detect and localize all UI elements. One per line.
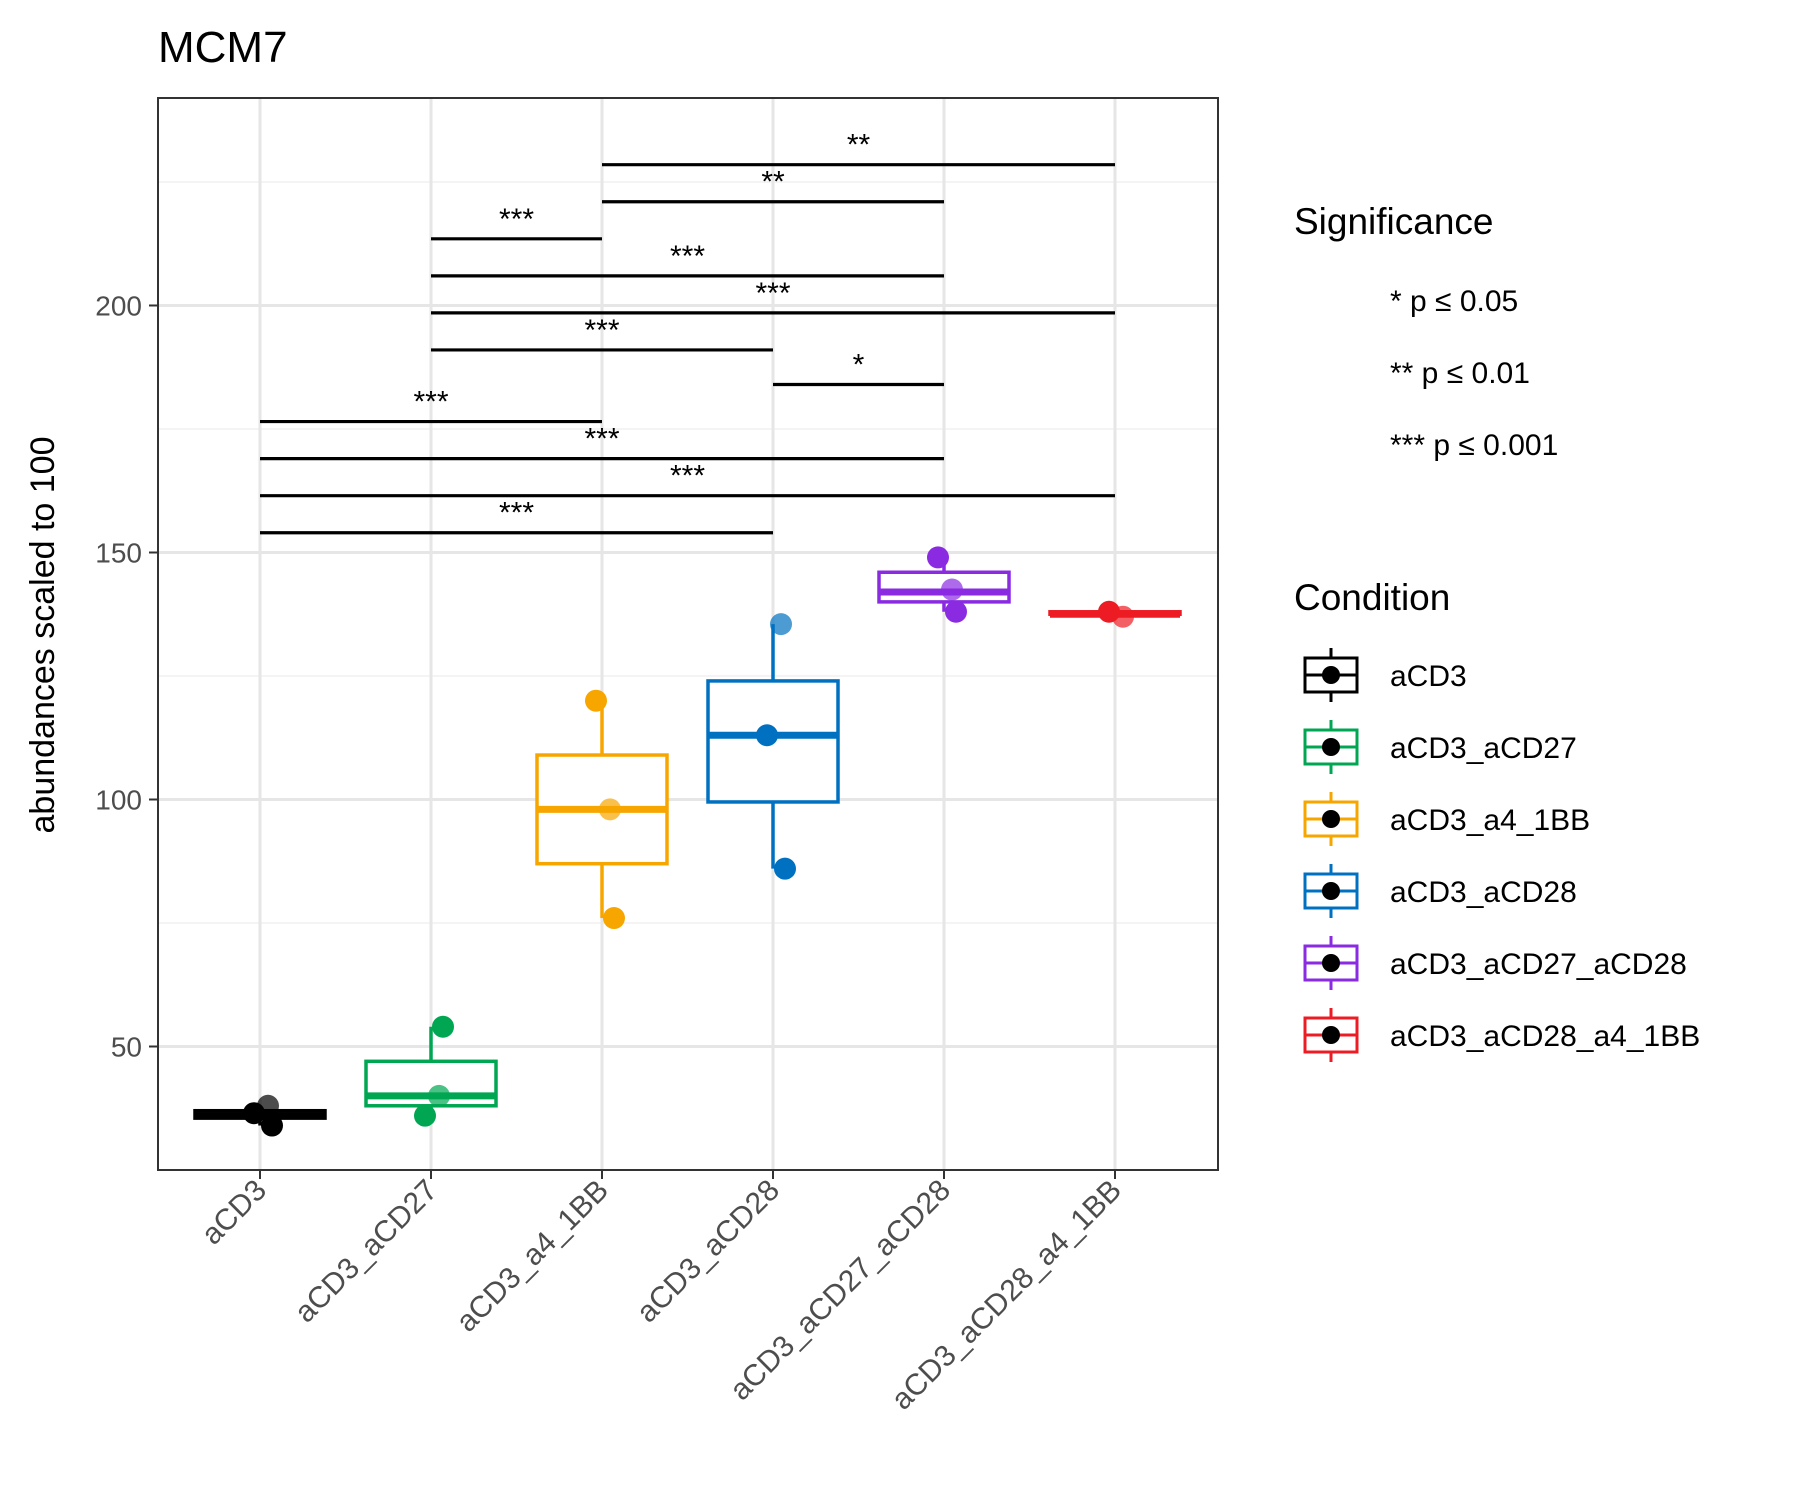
x-tick-label: aCD3_a4_1BB [450, 1174, 615, 1339]
box-aCD3_a4_1BB [535, 689, 669, 930]
legend-key-point [1322, 738, 1340, 756]
chart-title: MCM7 [158, 23, 288, 72]
y-tick-label: 50 [111, 1031, 142, 1062]
data-point [756, 724, 778, 747]
legend-key-aCD3 [1303, 648, 1359, 702]
y-tick-label: 150 [95, 537, 142, 568]
legend-key-aCD3_aCD28_a4_1BB [1303, 1008, 1359, 1062]
y-tick-label: 200 [95, 290, 142, 321]
x-tick-label: aCD3 [195, 1174, 273, 1252]
significance-label: *** [755, 277, 790, 310]
data-point [261, 1114, 283, 1137]
legend-key-aCD3_aCD28 [1303, 864, 1359, 918]
x-tick-label: aCD3_aCD27 [289, 1174, 444, 1329]
legend-key-point [1322, 666, 1340, 684]
data-point [770, 613, 792, 636]
significance-label: ** [761, 166, 785, 199]
plot-area: *****************************50100150200… [95, 97, 1219, 1416]
legend-condition-item: aCD3_a4_1BB [1390, 804, 1590, 837]
y-axis-label: abundances scaled to 100 [24, 437, 62, 834]
data-point [945, 600, 967, 623]
significance-label: *** [413, 386, 448, 419]
data-point [603, 907, 625, 930]
significance-label: *** [584, 423, 619, 456]
data-point [927, 546, 949, 569]
box-aCD3_aCD27_aCD28 [877, 546, 1011, 623]
legend-condition-title: Condition [1294, 577, 1450, 618]
legend: Significance * p ≤ 0.05 ** p ≤ 0.01 *** p ≤… [1294, 201, 1700, 1062]
legend-condition-item: aCD3_aCD28 [1390, 876, 1577, 909]
significance-label: *** [584, 314, 619, 347]
legend-significance-title: Significance [1294, 201, 1494, 242]
legend-significance-item: *** p ≤ 0.001 [1390, 429, 1558, 462]
legend-significance-item: ** p ≤ 0.01 [1390, 357, 1530, 390]
legend-key-aCD3_aCD27_aCD28 [1303, 936, 1359, 990]
box-aCD3 [193, 1094, 327, 1137]
legend-significance-item: * p ≤ 0.05 [1390, 285, 1518, 318]
legend-key-aCD3_aCD27 [1303, 720, 1359, 774]
significance-label: *** [499, 203, 534, 236]
box-aCD3_aCD28_a4_1BB [1048, 600, 1182, 628]
data-point [599, 798, 621, 821]
box-aCD3_aCD28 [706, 613, 840, 880]
significance-label: *** [670, 460, 705, 493]
panel-border [157, 97, 1219, 1171]
legend-key-point [1322, 882, 1340, 900]
data-point [1112, 605, 1134, 628]
legend-condition-item: aCD3 [1390, 660, 1467, 693]
legend-condition-item: aCD3_aCD27_aCD28 [1390, 948, 1687, 981]
data-point [257, 1094, 279, 1117]
legend-key-point [1322, 810, 1340, 828]
significance-label: *** [670, 240, 705, 273]
legend-condition-item: aCD3_aCD27 [1390, 732, 1577, 765]
legend-condition-item: aCD3_aCD28_a4_1BB [1390, 1020, 1700, 1053]
legend-key-aCD3_a4_1BB [1303, 792, 1359, 846]
data-point [432, 1015, 454, 1038]
significance-label: * [853, 349, 865, 382]
x-tick-label: aCD3_aCD28 [631, 1174, 786, 1329]
data-point [585, 689, 607, 712]
data-point [428, 1084, 450, 1107]
significance-label: *** [499, 497, 534, 530]
data-point [414, 1104, 436, 1127]
y-tick-label: 100 [95, 784, 142, 815]
significance-label: ** [847, 129, 871, 162]
data-point [941, 578, 963, 601]
data-point [774, 857, 796, 880]
legend-key-point [1322, 1026, 1340, 1044]
box-aCD3_aCD27 [364, 1015, 498, 1127]
legend-key-point [1322, 954, 1340, 972]
